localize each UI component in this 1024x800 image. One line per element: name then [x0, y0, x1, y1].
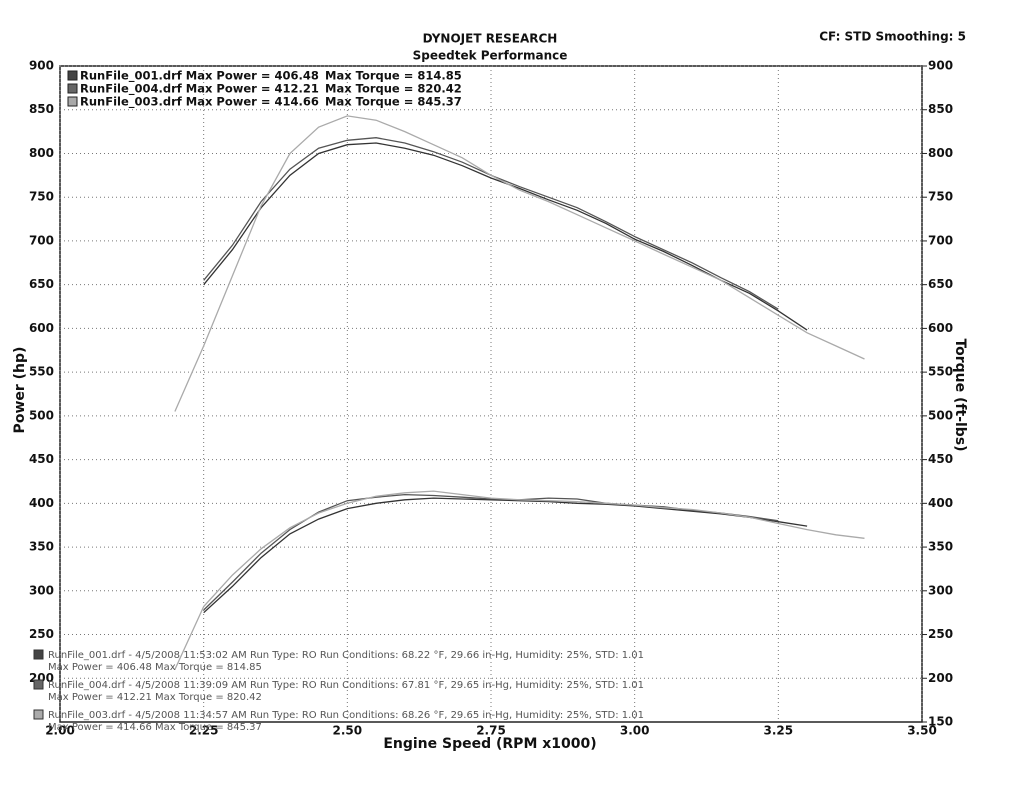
- y-tick-label: 800: [29, 146, 54, 160]
- chart-title: DYNOJET RESEARCH: [423, 32, 558, 46]
- data-line: [174, 115, 865, 412]
- data-line: [174, 490, 865, 670]
- y2-tick-label: 550: [928, 365, 953, 379]
- y2-tick-label: 450: [928, 452, 953, 466]
- y-axis-title: Power (hp): [12, 347, 28, 434]
- y-tick-label: 650: [29, 277, 54, 291]
- legend-label: RunFile_003.drf Max Power = 414.66: [80, 95, 319, 110]
- footer-line: Max Power = 406.48 Max Torque = 814.85: [48, 662, 262, 673]
- y-tick-label: 300: [29, 583, 54, 597]
- x-axis-title: Engine Speed (RPM x1000): [383, 736, 596, 752]
- y-tick-label: 700: [29, 233, 54, 247]
- y-tick-label: 350: [29, 540, 54, 554]
- y-tick-label: 500: [29, 408, 54, 422]
- x-tick-label: 2.25: [189, 724, 219, 738]
- y2-tick-label: 750: [928, 190, 953, 204]
- legend-label: RunFile_001.drf Max Power = 406.48: [80, 69, 319, 84]
- x-tick-label: 2.00: [45, 724, 75, 738]
- legend-torque: Max Torque = 820.42: [325, 82, 462, 96]
- legend-torque: Max Torque = 814.85: [325, 69, 462, 83]
- x-tick-label: 3.25: [764, 724, 794, 738]
- legend-swatch: [67, 70, 78, 81]
- y-tick-label: 750: [29, 190, 54, 204]
- y-tick-label: 900: [29, 59, 54, 73]
- data-line: [203, 493, 779, 611]
- y2-tick-label: 200: [928, 671, 953, 685]
- header-right: CF: STD Smoothing: 5: [819, 30, 966, 44]
- y-tick-label: 250: [29, 627, 54, 641]
- legend-torque: Max Torque = 845.37: [325, 95, 462, 109]
- y2-tick-label: 500: [928, 408, 953, 422]
- y-tick-label: 400: [29, 496, 54, 510]
- y2-tick-label: 650: [928, 277, 953, 291]
- y-tick-label: 450: [29, 452, 54, 466]
- footer-swatch: [33, 649, 44, 660]
- y-tick-label: 600: [29, 321, 54, 335]
- y2-tick-label: 850: [928, 102, 953, 116]
- y2-tick-label: 150: [928, 715, 953, 729]
- y-tick-label: 550: [29, 365, 54, 379]
- y2-tick-label: 300: [928, 583, 953, 597]
- data-line: [203, 137, 779, 310]
- data-line: [203, 497, 808, 614]
- y2-tick-label: 350: [928, 540, 953, 554]
- x-tick-label: 3.50: [907, 724, 937, 738]
- y2-tick-label: 900: [928, 59, 953, 73]
- x-tick-label: 2.75: [476, 724, 506, 738]
- y-tick-label: 850: [29, 102, 54, 116]
- y2-tick-label: 700: [928, 233, 953, 247]
- chart-subtitle: Speedtek Performance: [413, 49, 568, 63]
- y2-tick-label: 400: [928, 496, 953, 510]
- footer-line: Max Power = 412.21 Max Torque = 820.42: [48, 692, 262, 703]
- footer-line: Max Power = 414.66 Max Torque = 845.37: [48, 722, 262, 733]
- legend-swatch: [67, 83, 78, 94]
- legend-swatch: [67, 96, 78, 107]
- y2-tick-label: 250: [928, 627, 953, 641]
- x-tick-label: 3.00: [620, 724, 650, 738]
- footer-line: RunFile_001.drf - 4/5/2008 11:53:02 AM R…: [48, 650, 644, 661]
- footer-swatch: [33, 709, 44, 720]
- footer-line: RunFile_004.drf - 4/5/2008 11:39:09 AM R…: [48, 680, 644, 691]
- y2-tick-label: 600: [928, 321, 953, 335]
- y2-tick-label: 800: [928, 146, 953, 160]
- footer-swatch: [33, 679, 44, 690]
- legend-label: RunFile_004.drf Max Power = 412.21: [80, 82, 319, 97]
- x-tick-label: 2.50: [333, 724, 363, 738]
- footer-line: RunFile_003.drf - 4/5/2008 11:34:57 AM R…: [48, 710, 644, 721]
- y2-axis-title: Torque (ft-lbs): [952, 338, 968, 451]
- data-line: [203, 142, 808, 331]
